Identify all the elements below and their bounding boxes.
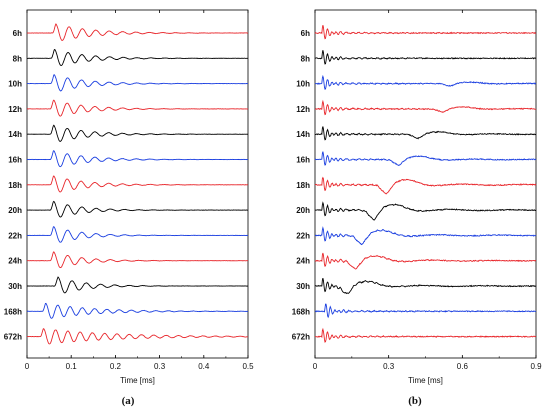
trace-label: 22h: [8, 231, 22, 240]
trace-30h: [314, 277, 537, 295]
trace-6h: [314, 25, 537, 40]
panel-label: (b): [408, 395, 422, 407]
trace-22h: [26, 225, 249, 243]
trace-label: 18h: [296, 181, 310, 190]
x-tick-label: 0.9: [530, 362, 542, 371]
trace-14h: [314, 126, 537, 141]
trace-label: 24h: [296, 257, 310, 266]
trace-label: 18h: [8, 181, 22, 190]
panel-a: 0 0.1 0.2 0.3 0.4 0.5 Time [ms] (a) 6h 8h 10h 12h 14…: [4, 9, 254, 407]
x-tick-label: 0.5: [242, 362, 254, 371]
trace-12h: [26, 99, 249, 117]
trace-label: 16h: [296, 156, 310, 165]
trace-24h: [314, 252, 537, 270]
trace-16h: [26, 150, 249, 168]
trace-18h: [314, 176, 537, 195]
trace-12h: [314, 99, 537, 116]
trace-20h: [314, 201, 537, 221]
trace-label: 24h: [8, 257, 22, 266]
trace-22h: [314, 226, 537, 246]
x-tick-label: 0.6: [457, 362, 469, 371]
x-axis-label: Time [ms]: [408, 376, 443, 385]
x-axis-label: Time [ms]: [120, 376, 155, 385]
x-tick-label: 0.3: [383, 362, 395, 371]
trace-6h: [26, 23, 249, 41]
trace-label: 14h: [8, 130, 22, 139]
trace-8h: [26, 49, 249, 67]
plot-frame: [314, 9, 537, 359]
x-tick-label: 0.2: [110, 362, 122, 371]
trace-label: 12h: [296, 105, 310, 114]
trace-8h: [314, 50, 537, 65]
trace-label: 8h: [301, 54, 310, 63]
panel-b: 0 0.3 0.6 0.9 Time [ms] (b) 6h 8h 10h 12h 14h 16h 18…: [292, 9, 542, 407]
trace-168h: [314, 303, 537, 319]
trace-672h: [314, 327, 537, 343]
trace-label: 672h: [292, 333, 310, 342]
x-tick-label: 0.3: [154, 362, 166, 371]
trace-label: 14h: [296, 130, 310, 139]
panel-label: (a): [122, 395, 135, 407]
trace-label: 20h: [8, 206, 22, 215]
trace-label: 168h: [4, 307, 22, 316]
trace-10h: [314, 74, 537, 90]
trace-label: 30h: [8, 282, 22, 291]
trace-14h: [26, 124, 249, 142]
trace-label: 22h: [296, 231, 310, 240]
trace-label: 672h: [4, 333, 22, 342]
trace-20h: [26, 200, 249, 218]
trace-18h: [26, 175, 249, 193]
trace-label: 10h: [8, 80, 22, 89]
trace-label: 168h: [292, 307, 310, 316]
trace-label: 10h: [296, 80, 310, 89]
trace-label: 6h: [13, 29, 22, 38]
x-tick-label: 0.1: [66, 362, 78, 371]
trace-label: 20h: [296, 206, 310, 215]
trace-label: 30h: [296, 282, 310, 291]
x-tick-label: 0.4: [198, 362, 210, 371]
trace-16h: [314, 151, 537, 167]
trace-30h: [26, 276, 249, 294]
trace-label: 8h: [13, 54, 22, 63]
trace-10h: [27, 74, 248, 92]
trace-label: 16h: [8, 156, 22, 165]
trace-24h: [26, 251, 249, 269]
trace-168h: [26, 302, 249, 319]
trace-label: 6h: [301, 29, 310, 38]
trace-672h: [26, 328, 249, 345]
x-tick-label: 0: [313, 362, 318, 371]
x-tick-label: 0: [25, 362, 30, 371]
trace-label: 12h: [8, 105, 22, 114]
